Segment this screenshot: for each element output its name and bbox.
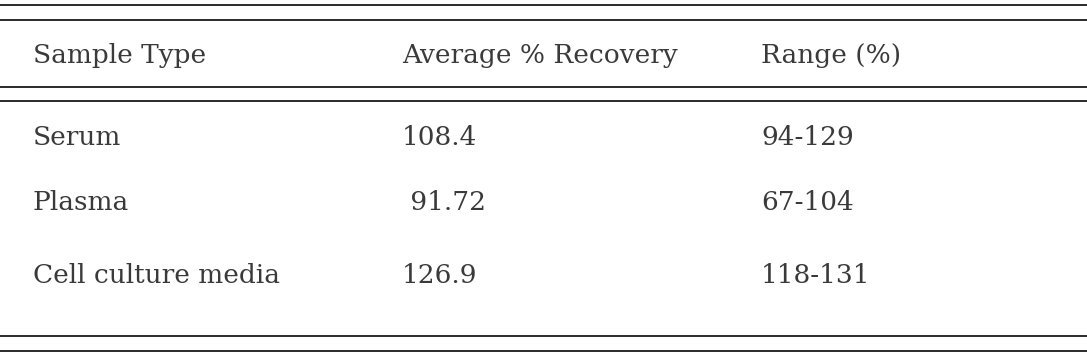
Text: Cell culture media: Cell culture media (33, 263, 279, 288)
Text: Average % Recovery: Average % Recovery (402, 43, 678, 68)
Text: Plasma: Plasma (33, 190, 129, 215)
Text: Range (%): Range (%) (761, 43, 901, 68)
Text: 118-131: 118-131 (761, 263, 871, 288)
Text: 108.4: 108.4 (402, 125, 477, 150)
Text: 126.9: 126.9 (402, 263, 477, 288)
Text: 94-129: 94-129 (761, 125, 853, 150)
Text: Serum: Serum (33, 125, 121, 150)
Text: Sample Type: Sample Type (33, 43, 205, 68)
Text: 91.72: 91.72 (402, 190, 486, 215)
Text: 67-104: 67-104 (761, 190, 853, 215)
